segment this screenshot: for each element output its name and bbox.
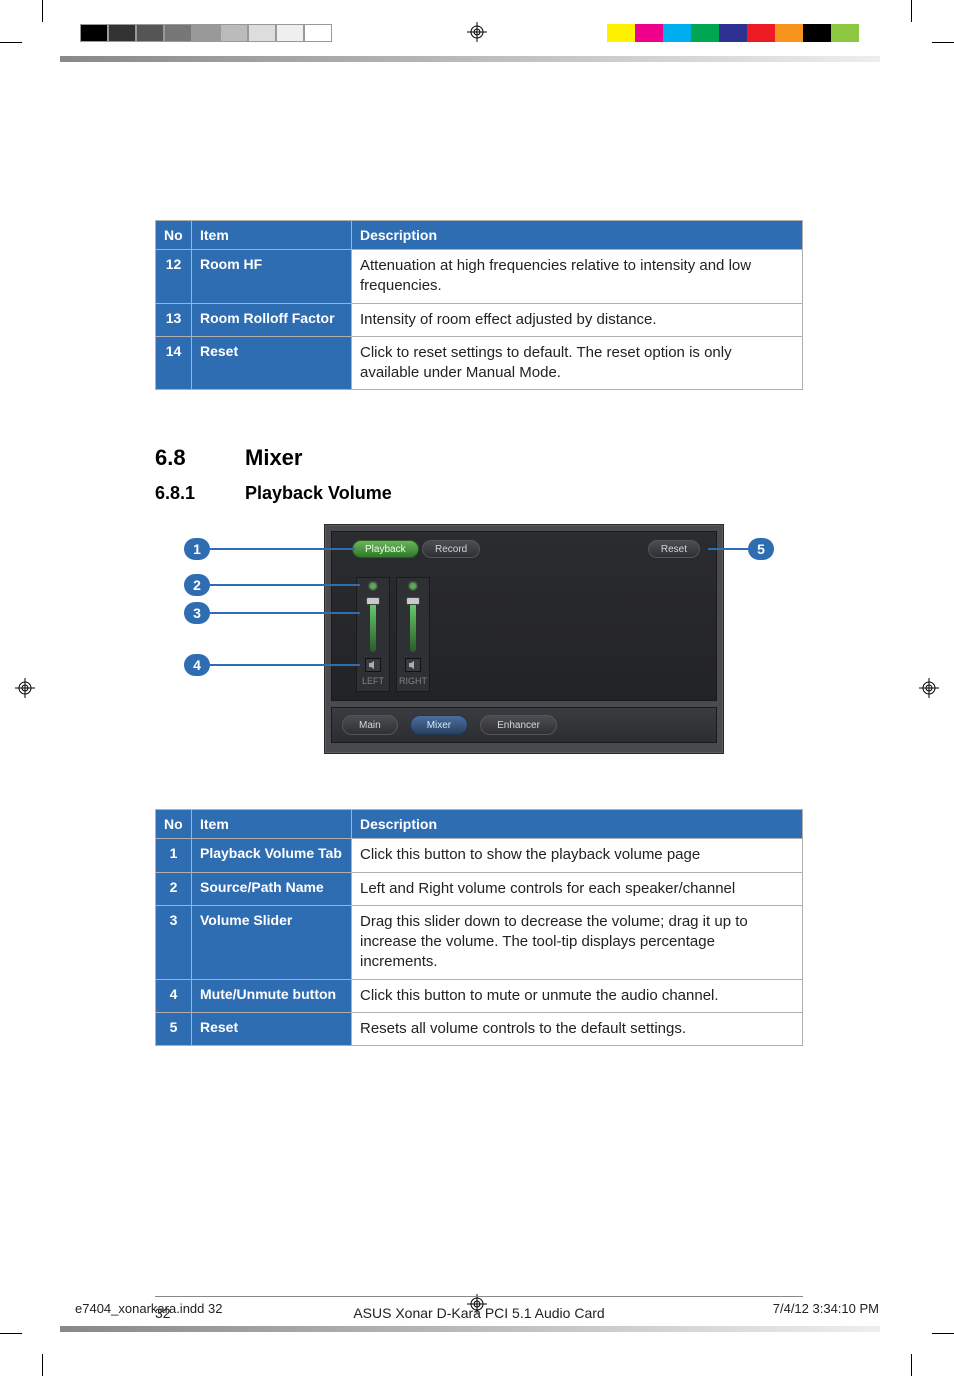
table-row: 1Playback Volume TabClick this button to… (156, 839, 803, 872)
indd-timestamp: 7/4/12 3:34:10 PM (773, 1301, 879, 1316)
playback-tab[interactable]: Playback (352, 540, 419, 558)
row-no: 5 (156, 1012, 192, 1045)
callout-3: 3 (184, 602, 360, 624)
row-item: Room HF (192, 250, 352, 304)
subsection-heading: 6.8.1 Playback Volume (155, 483, 803, 504)
record-tab[interactable]: Record (422, 540, 480, 558)
reference-table-1: No Item Description 12Room HFAttenuation… (155, 220, 803, 390)
row-item: Volume Slider (192, 905, 352, 979)
row-desc: Click to reset settings to default. The … (352, 336, 803, 390)
source-jack-icon (407, 581, 419, 591)
channel-label: RIGHT (397, 676, 429, 686)
row-item: Room Rolloff Factor (192, 303, 352, 336)
table-row: 2Source/Path NameLeft and Right volume c… (156, 872, 803, 905)
volume-slider[interactable] (370, 597, 376, 652)
row-no: 2 (156, 872, 192, 905)
table-header-no: No (156, 221, 192, 250)
callout-5: 5 (708, 538, 774, 560)
channel-label: LEFT (357, 676, 389, 686)
table-header-desc: Description (352, 810, 803, 839)
row-no: 3 (156, 905, 192, 979)
colorbar-cmyk (607, 24, 859, 42)
row-item: Reset (192, 336, 352, 390)
section-title: Mixer (245, 445, 302, 471)
row-no: 1 (156, 839, 192, 872)
channel-right: RIGHT (396, 577, 430, 692)
callout-4: 4 (184, 654, 360, 676)
row-no: 13 (156, 303, 192, 336)
mute-button[interactable] (405, 658, 421, 672)
table-row: 13Room Rolloff FactorIntensity of room e… (156, 303, 803, 336)
mixer-tab[interactable]: Mixer (410, 715, 468, 735)
section-heading: 6.8 Mixer (155, 445, 803, 471)
table-header-item: Item (192, 221, 352, 250)
enhancer-tab[interactable]: Enhancer (480, 715, 557, 735)
table-row: 3Volume SliderDrag this slider down to d… (156, 905, 803, 979)
reference-table-2: No Item Description 1Playback Volume Tab… (155, 809, 803, 1046)
registration-mark-icon (467, 22, 487, 42)
row-desc: Drag this slider down to decrease the vo… (352, 905, 803, 979)
callout-1: 1 (184, 538, 355, 560)
subsection-title: Playback Volume (245, 483, 392, 504)
row-item: Source/Path Name (192, 872, 352, 905)
volume-slider[interactable] (410, 597, 416, 652)
mixer-figure: Playback Record Reset LEFT (184, 524, 774, 779)
row-item: Reset (192, 1012, 352, 1045)
callout-2: 2 (184, 574, 360, 596)
table-row: 5ResetResets all volume controls to the … (156, 1012, 803, 1045)
table-header-no: No (156, 810, 192, 839)
imposition-info: e7404_xonarkara.indd 32 7/4/12 3:34:10 P… (75, 1301, 879, 1316)
row-desc: Click this button to mute or unmute the … (352, 979, 803, 1012)
table-row: 4Mute/Unmute buttonClick this button to … (156, 979, 803, 1012)
mixer-panel: Playback Record Reset LEFT (324, 524, 724, 754)
row-desc: Resets all volume controls to the defaul… (352, 1012, 803, 1045)
colorbar-gray (80, 24, 332, 42)
subsection-number: 6.8.1 (155, 483, 245, 504)
row-desc: Click this button to show the playback v… (352, 839, 803, 872)
row-no: 4 (156, 979, 192, 1012)
page-area: No Item Description 12Room HFAttenuation… (75, 80, 878, 1280)
row-desc: Intensity of room effect adjusted by dis… (352, 303, 803, 336)
mute-button[interactable] (365, 658, 381, 672)
row-no: 12 (156, 250, 192, 304)
main-tab[interactable]: Main (342, 715, 398, 735)
registration-mark-icon (919, 678, 939, 698)
row-desc: Left and Right volume controls for each … (352, 872, 803, 905)
table-row: 14ResetClick to reset settings to defaul… (156, 336, 803, 390)
row-no: 14 (156, 336, 192, 390)
source-jack-icon (367, 581, 379, 591)
channel-left: LEFT (356, 577, 390, 692)
table-header-item: Item (192, 810, 352, 839)
table-header-desc: Description (352, 221, 803, 250)
reset-button[interactable]: Reset (648, 540, 700, 558)
registration-mark-icon (15, 678, 35, 698)
section-number: 6.8 (155, 445, 245, 471)
table-row: 12Room HFAttenuation at high frequencies… (156, 250, 803, 304)
row-item: Playback Volume Tab (192, 839, 352, 872)
row-item: Mute/Unmute button (192, 979, 352, 1012)
row-desc: Attenuation at high frequencies relative… (352, 250, 803, 304)
indd-file-label: e7404_xonarkara.indd 32 (75, 1301, 222, 1316)
